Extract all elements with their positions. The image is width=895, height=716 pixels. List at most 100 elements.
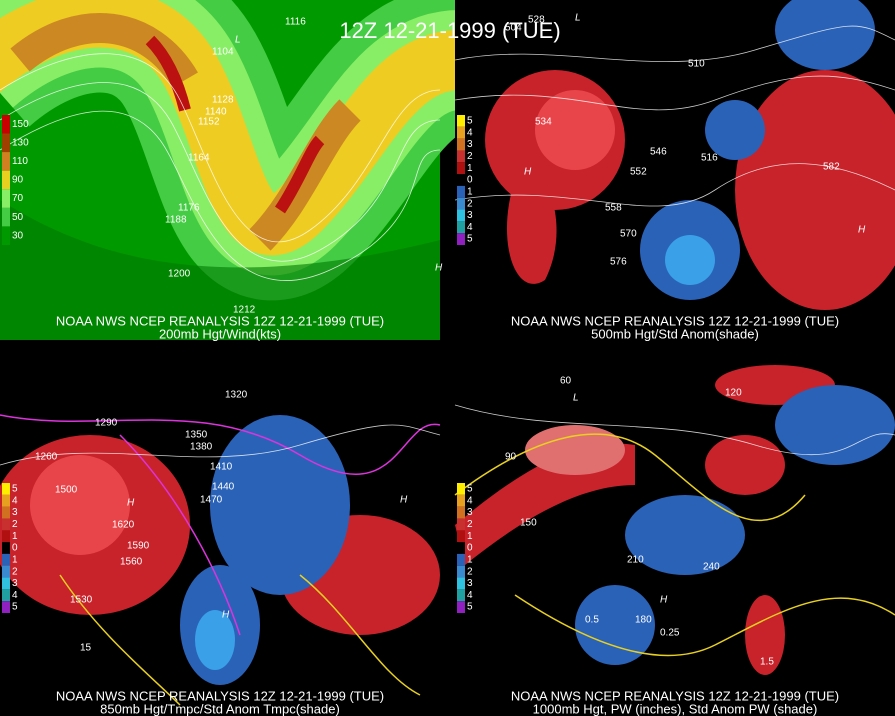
contour-label: 516 [701,153,718,164]
colorbar-swatch [457,138,465,151]
contour-label: 1.5 [760,657,774,668]
colorbar-label: 5 [467,602,473,613]
colorbar-swatch [2,226,10,245]
contour-label: 1164 [188,153,210,164]
colorbar-swatch [457,209,465,222]
colorbar-swatch [457,542,465,554]
colorbar-swatch [457,162,465,175]
colorbar-label: 3 [12,578,18,589]
subcaption: 200mb Hgt/Wind(kts) [159,326,281,341]
pressure-center: H [858,225,866,236]
colorbar-label: 4 [12,495,18,506]
contour-label: 510 [688,59,705,70]
contour-label: 1350 [185,430,208,441]
panel: NOAA NWS NCEP REANALYSIS 12Z 12-21-1999 … [454,0,895,341]
colorbar-swatch [457,115,465,127]
contour-label: 1188 [165,215,187,226]
colorbar-label: 4 [467,222,473,233]
contour-label: 15 [80,643,92,654]
colorbar-label: 1 [467,554,473,565]
colorbar-swatch [457,565,465,578]
colorbar-label: 0 [467,175,473,186]
colorbar-label: 3 [467,507,473,518]
colorbar-label: 3 [467,210,473,221]
colorbar-swatch [457,577,465,590]
colorbar-label: 3 [467,139,473,150]
pressure-center: H [524,167,532,178]
pressure-center: L [235,35,241,46]
colorbar-swatch [2,189,10,208]
contour-label: 1440 [212,482,235,493]
colorbar-label: 90 [12,175,24,186]
contour-label: 60 [560,376,572,387]
colorbar-label: 1 [467,531,473,542]
colorbar-swatch [2,577,10,590]
colorbar-swatch [457,506,465,519]
colorbar-label: 30 [12,230,24,241]
pressure-center: H [400,495,408,506]
subcaption: 850mb Hgt/Tmpc/Std Anom Tmpc(shade) [100,701,340,716]
colorbar-swatch [457,150,465,163]
caption: NOAA NWS NCEP REANALYSIS 12Z 12-21-1999 … [511,688,839,703]
colorbar-swatch [2,589,10,602]
colorbar-label: 2 [12,566,18,577]
colorbar-swatch [2,518,10,531]
colorbar-swatch [457,589,465,602]
colorbar-label: 50 [12,212,24,223]
contour-label: 1176 [178,203,200,214]
pressure-center: H [660,595,668,606]
colorbar-label: 5 [467,484,473,495]
colorbar-swatch [457,601,465,613]
caption: NOAA NWS NCEP REANALYSIS 12Z 12-21-1999 … [511,313,839,328]
contour-label: 570 [620,229,637,240]
colorbar-swatch [2,530,10,543]
pressure-center: H [127,498,135,509]
pressure-center: L [575,13,581,24]
colorbar-swatch [2,601,10,613]
caption: NOAA NWS NCEP REANALYSIS 12Z 12-21-1999 … [56,688,384,703]
colorbar-label: 5 [12,602,18,613]
colorbar-label: 150 [12,119,29,130]
pressure-center: L [573,393,579,404]
subcaption: 1000mb Hgt, PW (inches), Std Anom PW (sh… [533,701,818,716]
colorbar-swatch [457,494,465,507]
colorbar-label: 1 [467,163,473,174]
colorbar-swatch [457,553,465,566]
pressure-center: H [435,263,443,274]
colorbar-swatch [2,133,10,153]
contour-label: 1320 [225,390,248,401]
contour-label: 1380 [190,442,213,453]
contour-label: 1590 [127,541,150,552]
contour-label: 546 [650,147,667,158]
colorbar-label: 1 [12,554,18,565]
colorbar-swatch [2,483,10,495]
colorbar-swatch [457,483,465,495]
contour-label: 180 [635,615,652,626]
colorbar-label: 1 [467,186,473,197]
contour-label: 120 [725,388,742,399]
contour-label: 1116 [285,17,306,28]
contour-label: 1290 [95,418,118,429]
colorbar-label: 1 [12,531,18,542]
contour-label: 150 [520,518,537,529]
contour-label: 210 [627,555,644,566]
contour-label: 1104 [212,47,234,58]
colorbar-swatch [2,115,10,134]
contour-label: 1500 [55,485,78,496]
colorbar-swatch [457,221,465,234]
colorbar-swatch [457,233,465,245]
caption: NOAA NWS NCEP REANALYSIS 12Z 12-21-1999 … [56,313,384,328]
contour-label: 534 [535,117,552,128]
colorbar-swatch [2,152,10,171]
colorbar-swatch [2,542,10,554]
colorbar-label: 2 [12,519,18,530]
panel: NOAA NWS NCEP REANALYSIS 12Z 12-21-1999 … [454,365,895,716]
main-title: 12Z 12-21-1999 (TUE) [339,18,560,43]
contour-label: 1152 [198,117,220,128]
colorbar-label: 2 [467,151,473,162]
colorbar-label: 130 [12,137,29,148]
colorbar-swatch [2,565,10,578]
pressure-center: H [222,610,230,621]
contour-label: 1128 [212,95,234,106]
